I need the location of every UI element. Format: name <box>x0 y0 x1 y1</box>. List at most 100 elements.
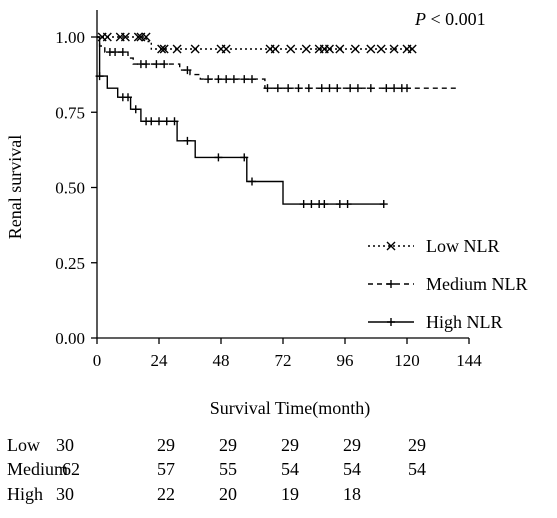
x-tick-label: 144 <box>456 351 482 370</box>
censor-mark <box>240 153 249 162</box>
censor-mark <box>407 44 417 54</box>
y-axis-title: Renal survival <box>5 135 25 239</box>
censor-mark <box>142 60 151 69</box>
legend-item: High NLR <box>368 312 503 332</box>
y-tick-label: 0.25 <box>55 254 85 273</box>
censor-mark <box>335 44 345 54</box>
censor-mark <box>141 32 151 42</box>
risk-count: 30 <box>56 435 74 455</box>
x-tick-label: 48 <box>213 351 230 370</box>
x-tick-label: 96 <box>337 351 354 370</box>
censor-mark <box>284 84 293 93</box>
censor-mark <box>222 75 231 84</box>
censor-mark <box>263 84 272 93</box>
risk-count: 54 <box>343 459 361 479</box>
censor-mark <box>183 66 192 75</box>
series-low-nlr <box>97 32 417 54</box>
censor-mark <box>131 105 140 114</box>
legend-label: High NLR <box>426 312 503 332</box>
censor-mark <box>147 117 156 126</box>
y-tick-label: 1.00 <box>55 28 85 47</box>
risk-count: 29 <box>343 435 361 455</box>
censor-mark <box>190 44 200 54</box>
censor-mark <box>389 44 399 54</box>
x-tick-label: 0 <box>93 351 102 370</box>
censor-mark <box>335 200 344 209</box>
legend-item: Medium NLR <box>368 274 528 294</box>
legend-label: Low NLR <box>426 236 500 256</box>
risk-count: 30 <box>56 484 74 504</box>
legend-item: Low NLR <box>368 236 500 256</box>
censor-mark <box>299 200 308 209</box>
censor-mark <box>204 75 213 84</box>
censor-mark <box>376 44 386 54</box>
censor-mark <box>350 44 360 54</box>
censor-mark <box>120 32 130 42</box>
censor-mark <box>379 200 388 209</box>
legend-marker <box>386 241 396 251</box>
censor-mark <box>159 44 169 54</box>
x-axis-title: Survival Time(month) <box>210 398 371 419</box>
series-layer <box>95 32 459 209</box>
censor-mark <box>403 84 411 93</box>
risk-row-label: High <box>7 484 43 504</box>
censor-mark <box>325 44 334 54</box>
risk-count: 54 <box>408 459 426 479</box>
risk-count: 55 <box>219 459 237 479</box>
censor-mark <box>320 200 329 209</box>
censor-mark <box>301 44 311 54</box>
censor-mark <box>317 84 326 93</box>
censor-mark <box>273 84 282 93</box>
risk-count: 62 <box>62 459 80 479</box>
series-high-nlr <box>95 36 388 209</box>
x-tick-label: 120 <box>394 351 420 370</box>
censor-mark <box>390 84 399 93</box>
risk-row-label: Low <box>7 435 40 455</box>
censor-mark <box>155 117 163 126</box>
y-tick-label: 0.00 <box>55 329 85 348</box>
censor-mark <box>270 44 280 54</box>
censor-mark <box>160 60 169 69</box>
censor-mark <box>294 84 303 93</box>
legend-marker <box>387 280 395 288</box>
censor-mark <box>133 32 143 42</box>
x-tick-label: 24 <box>151 351 169 370</box>
risk-count: 19 <box>281 484 299 504</box>
censor-mark <box>353 84 362 93</box>
censor-mark <box>366 44 376 54</box>
risk-count: 57 <box>157 459 175 479</box>
censor-mark <box>214 153 223 162</box>
legend-marker <box>387 318 395 326</box>
censor-mark <box>95 72 104 81</box>
legend: Low NLR Medium NLR High NLR <box>368 236 528 332</box>
censor-mark <box>333 84 342 93</box>
risk-count: 29 <box>219 435 237 455</box>
censor-mark <box>346 84 355 93</box>
risk-row-low: Low 30 29 29 29 29 29 <box>7 435 426 455</box>
censor-mark <box>304 84 313 93</box>
censor-mark <box>307 200 316 209</box>
censor-mark <box>240 75 249 84</box>
censor-mark <box>325 84 334 93</box>
axes: 0 24 48 72 96 120 144 0.00 0.25 0.50 0.75 1.00 <box>55 10 482 370</box>
censor-mark <box>183 136 192 145</box>
y-tick-label: 0.50 <box>55 179 85 198</box>
censor-mark <box>162 117 171 126</box>
risk-count: 20 <box>219 484 237 504</box>
censor-mark <box>102 32 112 42</box>
censor-mark <box>366 84 375 93</box>
censor-mark <box>124 93 132 102</box>
risk-row-high: High 30 22 20 19 18 <box>7 484 361 504</box>
risk-count: 22 <box>157 484 175 504</box>
censor-mark <box>286 44 296 54</box>
p-value-annotation: P < 0.001 <box>414 9 486 29</box>
risk-count: 29 <box>157 435 175 455</box>
risk-row-label: Medium <box>7 459 68 479</box>
y-tick-label: 0.75 <box>55 103 85 122</box>
series-medium-nlr <box>97 36 459 93</box>
censor-mark <box>118 48 127 57</box>
censor-mark <box>382 84 391 93</box>
